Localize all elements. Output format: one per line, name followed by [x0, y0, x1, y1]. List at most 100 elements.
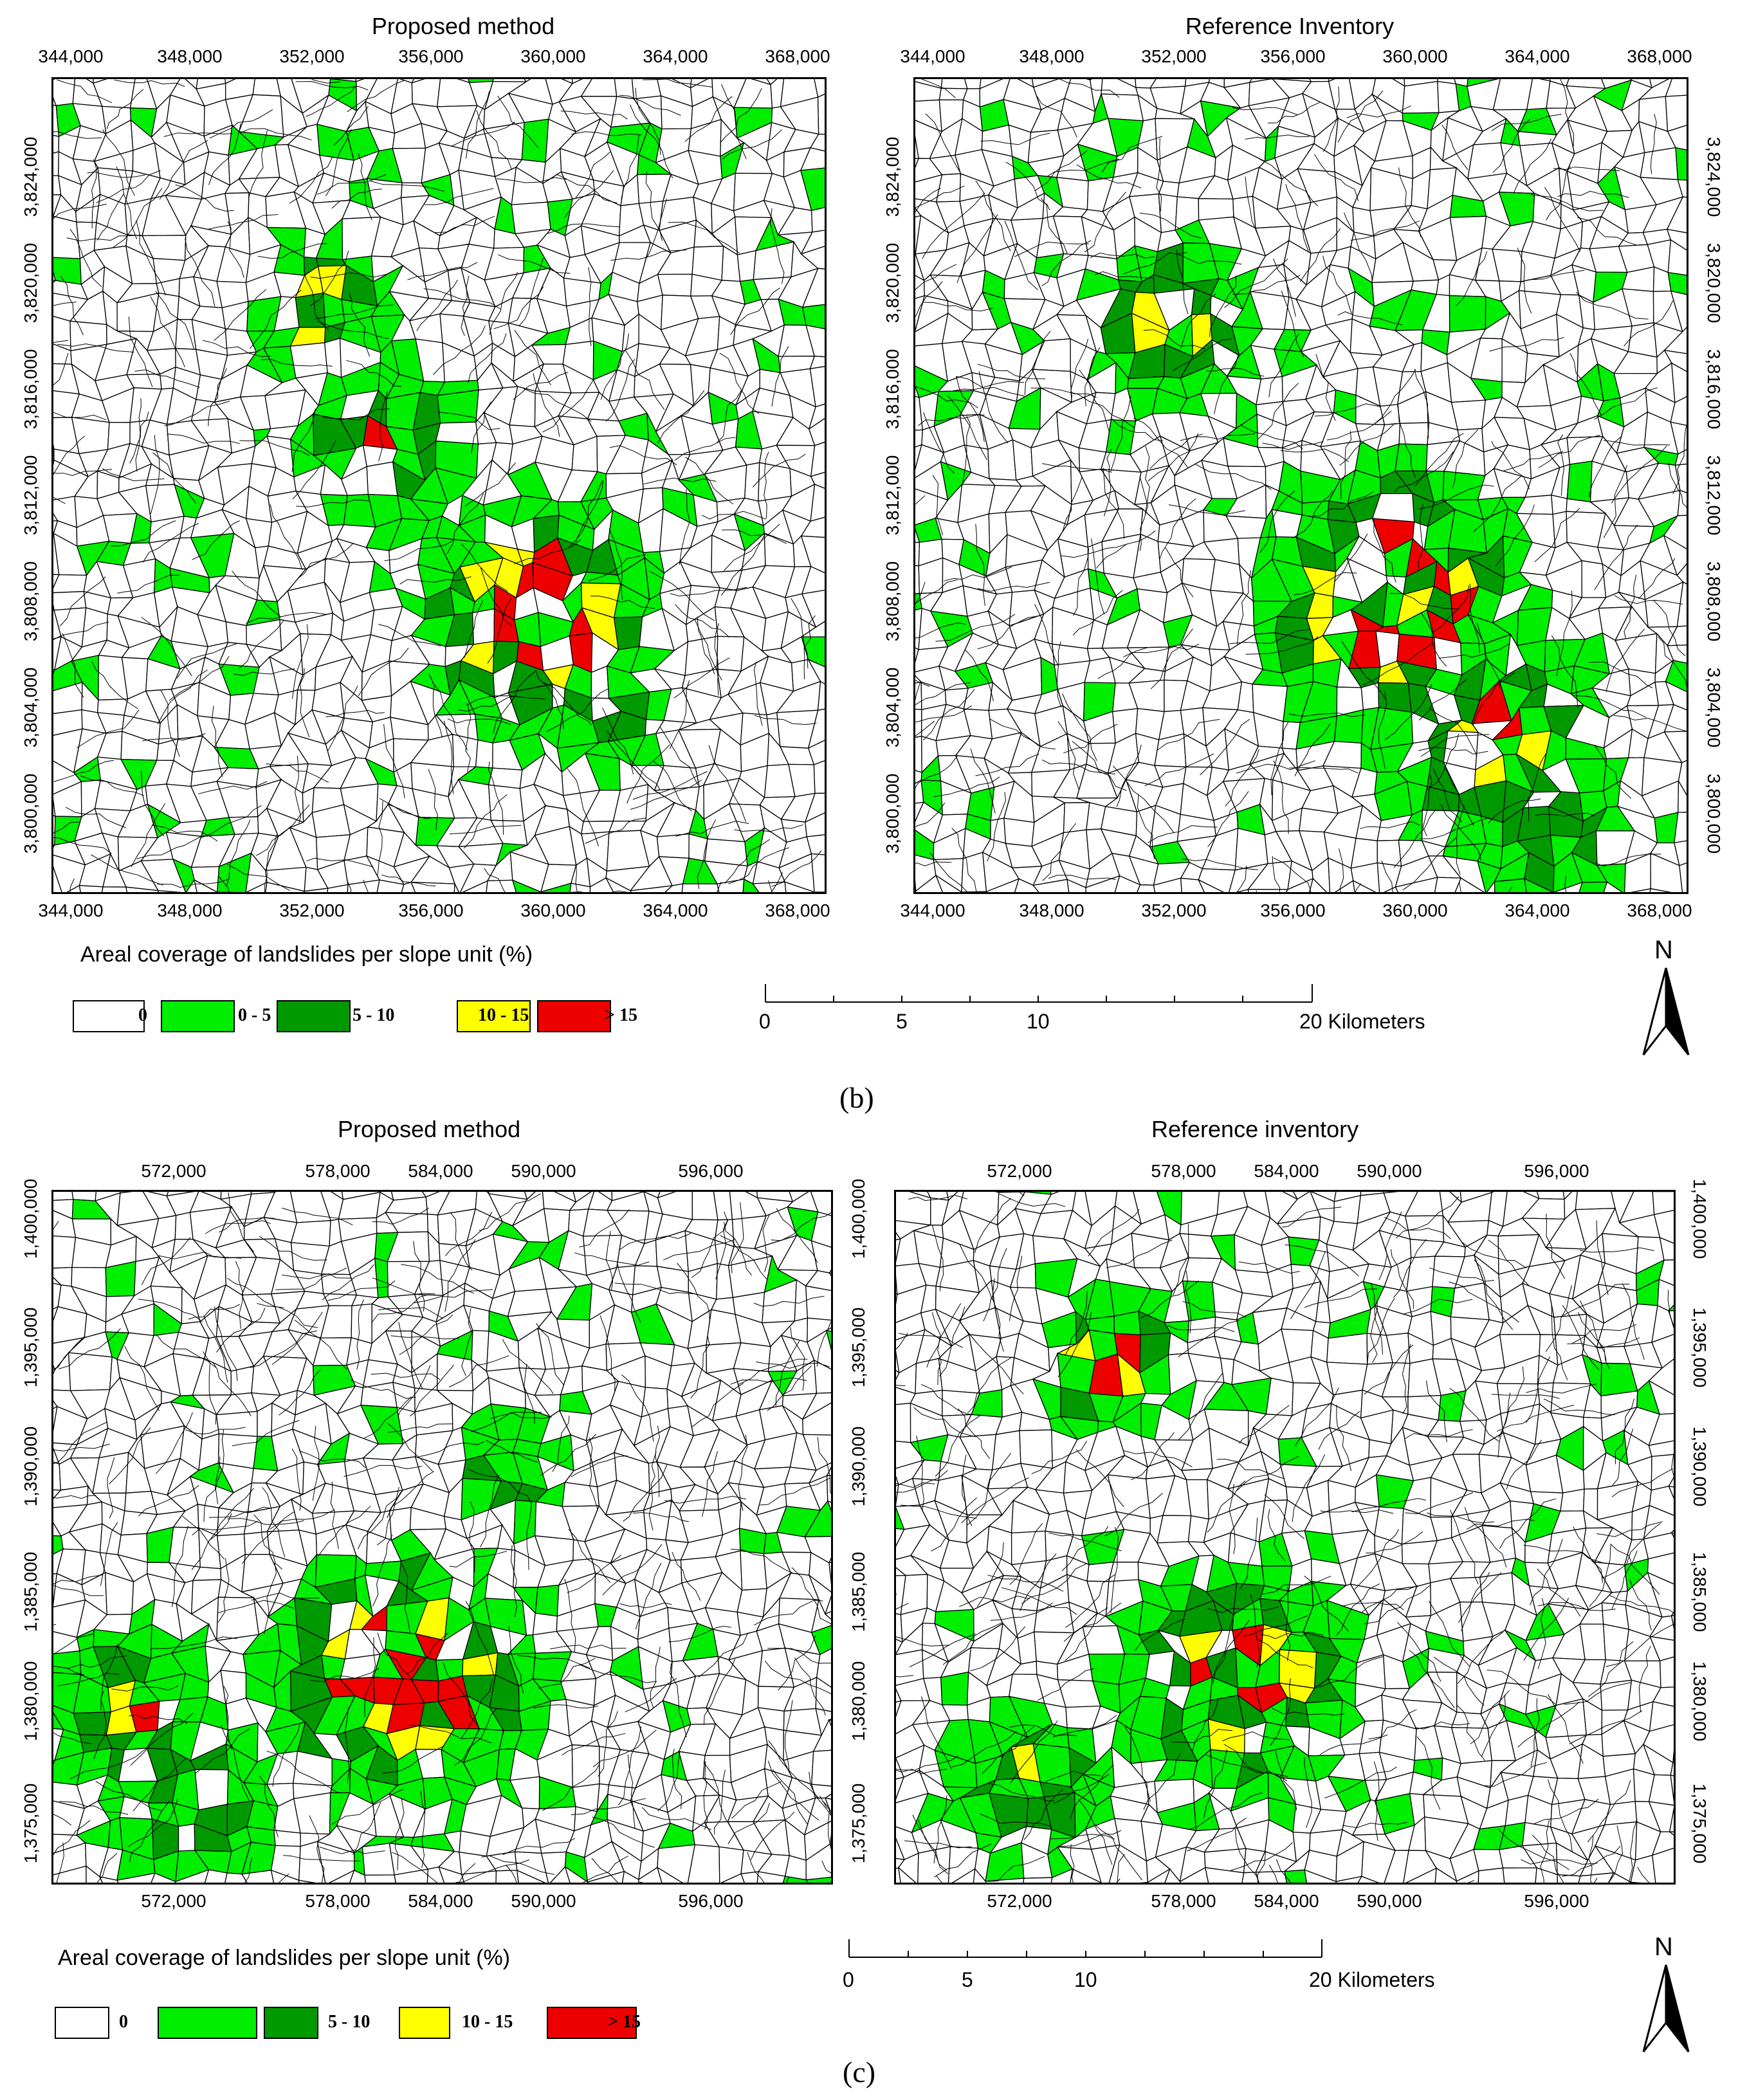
- drainage-line: [370, 1373, 441, 1380]
- drainage-line: [738, 1434, 748, 1511]
- drainage-line: [538, 1657, 596, 1689]
- drainage-line: [923, 412, 955, 474]
- drainage-line: [1102, 468, 1125, 539]
- drainage-line: [685, 457, 734, 505]
- drainage-line: [447, 718, 511, 726]
- drainage-line: [1440, 804, 1482, 861]
- drainage-line: [821, 1860, 831, 1874]
- drainage-line: [1268, 333, 1299, 397]
- drainage-line: [309, 1815, 325, 1883]
- drainage-line: [1182, 858, 1258, 870]
- drainage-line: [1110, 396, 1131, 472]
- drainage-line: [279, 1873, 289, 1883]
- drainage-line: [1156, 138, 1162, 212]
- drainage-line: [627, 1754, 636, 1829]
- slope-unit: [809, 417, 825, 446]
- drainage-line: [608, 528, 623, 600]
- drainage-line: [1672, 424, 1687, 495]
- drainage-line: [738, 1358, 808, 1385]
- slope-unit: [824, 1595, 831, 1615]
- slope-unit: [800, 535, 825, 574]
- drainage-line: [953, 381, 1025, 392]
- drainage-line: [567, 1555, 622, 1593]
- drainage-line: [915, 188, 941, 213]
- slope-unit: [351, 1303, 372, 1344]
- drainage-line: [1402, 837, 1458, 891]
- drainage-line: [262, 1487, 286, 1558]
- drainage-line: [619, 1602, 672, 1609]
- drainage-line: [1236, 866, 1247, 892]
- drainage-line: [330, 1481, 339, 1549]
- drainage-line: [659, 726, 699, 785]
- drainage-line: [138, 1299, 203, 1322]
- drainage-line: [480, 1475, 500, 1548]
- drainage-line: [1157, 718, 1220, 751]
- drainage-line: [212, 1362, 252, 1416]
- drainage-line: [377, 801, 383, 875]
- drainage-line: [1556, 590, 1573, 676]
- drainage-line: [128, 316, 153, 387]
- slope-unit: [1575, 1192, 1616, 1210]
- drainage-line: [625, 350, 665, 410]
- drainage-line: [970, 748, 996, 814]
- slope-unit: [961, 891, 987, 892]
- drainage-line: [1200, 718, 1250, 776]
- drainage-line: [461, 275, 470, 336]
- drainage-line: [270, 1509, 335, 1530]
- drainage-line: [518, 257, 544, 327]
- drainage-line: [1041, 759, 1116, 774]
- drainage-line: [111, 1685, 178, 1692]
- slope-unit: [243, 1531, 270, 1555]
- slope-unit: [289, 342, 328, 379]
- slope-unit: [151, 1872, 176, 1883]
- drainage-line: [1339, 848, 1344, 892]
- legend-class-label: 5 - 10: [352, 1005, 395, 1025]
- x-tick-label: 356,000: [1260, 46, 1326, 66]
- drainage-line: [719, 352, 759, 414]
- slope-unit: [1679, 862, 1687, 892]
- slope-unit: [935, 874, 962, 892]
- drainage-line: [947, 395, 987, 461]
- slope-unit: [1524, 878, 1554, 892]
- drainage-line: [1384, 684, 1432, 740]
- drainage-line: [1165, 547, 1194, 598]
- drainage-line: [673, 657, 730, 698]
- drainage-line: [1072, 590, 1123, 635]
- x-tick-label: 344,000: [38, 46, 104, 66]
- drainage-line: [767, 1760, 819, 1821]
- drainage-line: [1334, 533, 1368, 582]
- drainage-line: [547, 223, 619, 234]
- drainage-line: [524, 1364, 535, 1424]
- slope-unit: [549, 1866, 571, 1883]
- drainage-line: [1214, 354, 1239, 414]
- drainage-line: [1104, 449, 1112, 516]
- drainage-line: [117, 574, 180, 594]
- drainage-line: [605, 359, 636, 422]
- drainage-line: [292, 624, 309, 699]
- slope-unit: [366, 461, 398, 497]
- drainage-line: [1113, 765, 1175, 834]
- drainage-line: [111, 520, 176, 547]
- slope-unit: [638, 1867, 663, 1883]
- y-tick-label: 3,808,000: [883, 561, 902, 642]
- drainage-line: [1441, 125, 1468, 170]
- drainage-line: [791, 598, 809, 669]
- slope-unit: [664, 883, 684, 892]
- drainage-line: [1658, 636, 1687, 688]
- slope-unit: [736, 250, 756, 282]
- slope-unit: [1360, 682, 1380, 711]
- drainage-line: [387, 1422, 434, 1472]
- drainage-line: [215, 1429, 224, 1504]
- slope-unit: [349, 1870, 366, 1883]
- drainage-line: [571, 1455, 628, 1477]
- drainage-line: [731, 1781, 782, 1819]
- drainage-line: [727, 1803, 770, 1845]
- drainage-line: [57, 1672, 120, 1686]
- legend-class-label: > 15: [605, 1005, 637, 1025]
- drainage-line: [592, 1816, 655, 1848]
- drainage-line: [694, 619, 722, 680]
- slope-unit: [1648, 1440, 1674, 1457]
- drainage-line: [128, 1798, 178, 1847]
- slope-unit: [1667, 1304, 1674, 1311]
- drainage-line: [257, 243, 328, 259]
